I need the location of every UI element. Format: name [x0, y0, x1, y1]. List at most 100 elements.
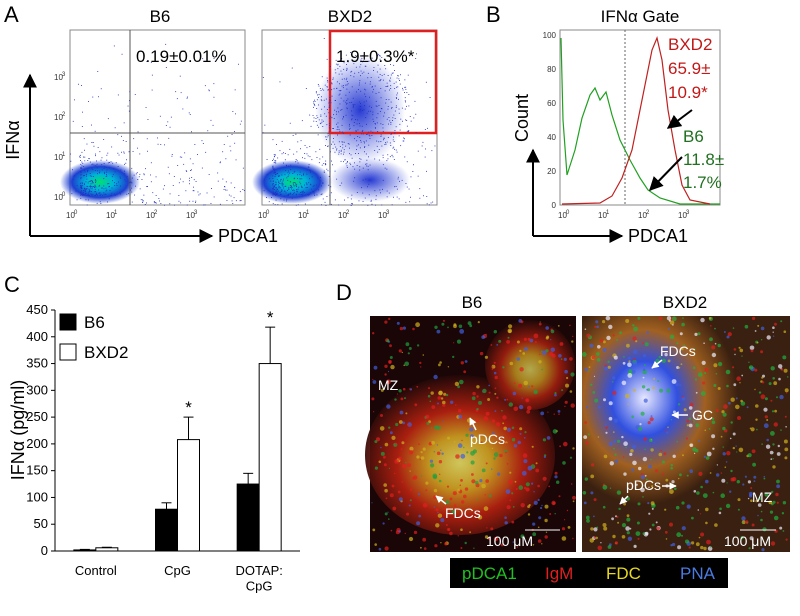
event-dot	[405, 119, 407, 121]
event-dot	[391, 154, 393, 156]
event-dot	[299, 181, 301, 183]
speckle	[396, 321, 400, 325]
speckle	[537, 526, 540, 529]
event-dot	[186, 204, 188, 206]
event-dot	[334, 151, 336, 153]
event-dot	[360, 90, 362, 92]
event-dot	[286, 164, 287, 166]
speckle	[460, 547, 463, 549]
event-dot	[399, 180, 400, 182]
speckle	[623, 502, 626, 506]
speckle	[613, 447, 615, 450]
speckle	[471, 473, 474, 476]
event-dot	[274, 172, 276, 174]
event-dot	[212, 124, 214, 126]
event-dot	[101, 164, 103, 166]
speckle	[627, 373, 633, 378]
speckle	[760, 394, 766, 400]
speckle	[434, 425, 439, 430]
event-dot	[327, 81, 329, 83]
event-dot	[368, 194, 370, 196]
event-dot	[346, 103, 347, 105]
event-dot	[96, 163, 98, 165]
event-dot	[179, 75, 181, 77]
event-dot	[370, 200, 372, 202]
speckle	[635, 531, 641, 536]
event-dot	[349, 128, 350, 130]
event-dot	[176, 98, 178, 100]
speckle	[394, 398, 397, 401]
event-dot	[276, 188, 278, 190]
event-dot	[369, 83, 371, 85]
event-dot	[293, 189, 295, 191]
speckle	[587, 370, 589, 372]
event-dot	[159, 115, 161, 117]
event-dot	[379, 80, 381, 82]
event-dot	[310, 183, 311, 185]
speckle	[603, 526, 608, 531]
speckle	[728, 401, 731, 405]
speckle	[703, 455, 707, 458]
event-dot	[380, 141, 382, 142]
speckle	[773, 422, 778, 427]
event-dot	[346, 67, 348, 69]
speckle	[372, 528, 376, 532]
event-dot	[275, 184, 277, 186]
event-dot	[91, 164, 93, 166]
speckle	[422, 502, 428, 508]
event-dot	[268, 178, 270, 180]
event-dot	[278, 175, 279, 177]
speckle	[569, 456, 573, 459]
speckle	[785, 392, 788, 394]
speckle	[613, 439, 617, 443]
event-dot	[340, 59, 342, 61]
event-dot	[275, 162, 277, 164]
speckle	[380, 451, 385, 456]
speckle	[519, 349, 522, 353]
speckle	[750, 427, 755, 432]
event-dot	[185, 190, 187, 192]
event-dot	[70, 153, 71, 155]
speckle	[664, 352, 668, 357]
x-tick-label: 1	[306, 210, 310, 216]
speckle	[532, 544, 535, 546]
speckle	[399, 410, 404, 415]
event-dot	[272, 193, 274, 195]
speckle	[533, 500, 538, 505]
speckle	[693, 348, 696, 351]
event-dot	[384, 112, 385, 114]
speckle	[379, 426, 385, 431]
event-dot	[398, 98, 399, 100]
event-dot	[359, 136, 361, 138]
speckle	[704, 429, 707, 432]
event-dot	[189, 180, 190, 182]
event-dot	[99, 172, 101, 174]
event-dot	[358, 84, 360, 86]
event-dot	[243, 190, 245, 191]
event-dot	[272, 165, 274, 167]
event-dot	[91, 188, 93, 190]
event-dot	[198, 194, 200, 196]
event-dot	[341, 141, 343, 143]
event-dot	[323, 89, 325, 91]
event-dot	[385, 68, 387, 70]
event-dot	[282, 180, 284, 182]
event-dot	[116, 185, 118, 186]
event-dot	[434, 145, 436, 147]
event-dot	[376, 105, 378, 107]
speckle	[389, 344, 392, 348]
legend-swatch	[59, 313, 77, 331]
speckle	[565, 383, 569, 388]
axis-label: Count	[512, 94, 532, 142]
speckle	[416, 385, 419, 388]
event-dot	[401, 179, 403, 181]
event-dot	[378, 80, 380, 82]
event-dot	[123, 151, 125, 153]
event-dot	[425, 148, 426, 150]
x-tick-label: DOTAP: CpG	[235, 563, 282, 594]
event-dot	[295, 159, 297, 160]
event-dot	[388, 99, 390, 101]
speckle	[613, 418, 619, 423]
event-dot	[100, 203, 102, 204]
y-tick-label: 350	[26, 356, 48, 371]
